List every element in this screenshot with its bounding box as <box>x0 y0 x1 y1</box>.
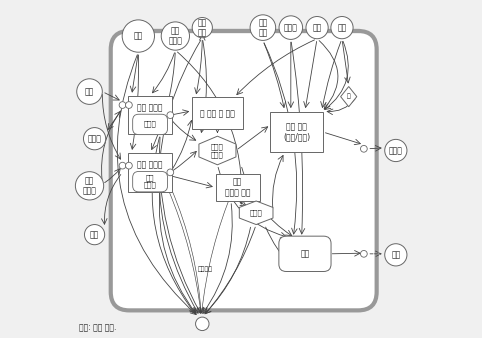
Text: 농업: 농업 <box>300 249 309 258</box>
Circle shape <box>84 224 105 245</box>
Text: 바람: 바람 <box>85 87 94 96</box>
Text: 자료: 저자 작성.: 자료: 저자 작성. <box>80 323 117 332</box>
Text: 재화: 재화 <box>312 23 321 32</box>
Circle shape <box>385 244 407 266</box>
FancyBboxPatch shape <box>128 96 172 135</box>
Text: 토양
생태계 지하: 토양 생태계 지하 <box>225 178 250 197</box>
Text: 하천
수자원: 하천 수자원 <box>144 174 157 188</box>
Circle shape <box>331 17 353 39</box>
Text: 외부
유출: 외부 유출 <box>198 18 207 37</box>
Text: 에너지: 에너지 <box>284 23 298 32</box>
Circle shape <box>119 162 126 169</box>
Text: 증발: 증발 <box>90 230 99 239</box>
Circle shape <box>161 22 189 50</box>
Circle shape <box>279 16 303 40</box>
FancyBboxPatch shape <box>128 153 172 192</box>
FancyBboxPatch shape <box>216 174 259 201</box>
Text: 증발산: 증발산 <box>88 134 102 143</box>
Circle shape <box>122 20 155 52</box>
Text: 용역: 용역 <box>337 23 347 32</box>
Circle shape <box>75 172 104 200</box>
Circle shape <box>385 139 407 162</box>
FancyBboxPatch shape <box>133 114 168 135</box>
Text: 저수지
수자원: 저수지 수자원 <box>211 143 224 158</box>
FancyBboxPatch shape <box>192 97 242 129</box>
Text: 뷰: 뷰 <box>347 94 350 99</box>
Circle shape <box>250 15 276 41</box>
Text: 용수 생산
(공업/생활): 용수 생산 (공업/생활) <box>283 122 310 142</box>
Text: 용수 생태계: 용수 생태계 <box>137 160 163 169</box>
Text: 시장: 시장 <box>391 250 401 259</box>
Text: 강수: 강수 <box>134 31 143 41</box>
Polygon shape <box>341 87 357 107</box>
FancyBboxPatch shape <box>133 171 168 192</box>
Text: 지하수: 지하수 <box>250 210 263 216</box>
Circle shape <box>125 102 132 108</box>
Text: 수자원: 수자원 <box>144 120 157 127</box>
FancyBboxPatch shape <box>279 236 331 271</box>
Text: 외부
지하수: 외부 지하수 <box>168 26 182 46</box>
Polygon shape <box>240 201 273 224</box>
Text: 화학
물질: 화학 물질 <box>258 18 268 37</box>
Circle shape <box>361 145 367 152</box>
FancyBboxPatch shape <box>111 31 376 310</box>
Circle shape <box>361 250 367 257</box>
Text: 농업용수: 농업용수 <box>198 267 213 272</box>
Circle shape <box>306 17 328 39</box>
Circle shape <box>167 112 174 119</box>
Circle shape <box>196 317 209 331</box>
Circle shape <box>192 18 213 38</box>
Circle shape <box>167 169 174 176</box>
Text: 댐 건설 및 유지: 댐 건설 및 유지 <box>200 109 235 118</box>
Circle shape <box>119 102 126 108</box>
Polygon shape <box>199 136 236 165</box>
Text: 소비자: 소비자 <box>389 146 403 155</box>
Circle shape <box>77 79 102 104</box>
Text: 태양
에너지: 태양 에너지 <box>82 176 96 195</box>
Circle shape <box>83 128 106 150</box>
Circle shape <box>125 162 132 169</box>
Text: 육상 생태계: 육상 생태계 <box>137 103 163 112</box>
FancyBboxPatch shape <box>270 112 322 152</box>
